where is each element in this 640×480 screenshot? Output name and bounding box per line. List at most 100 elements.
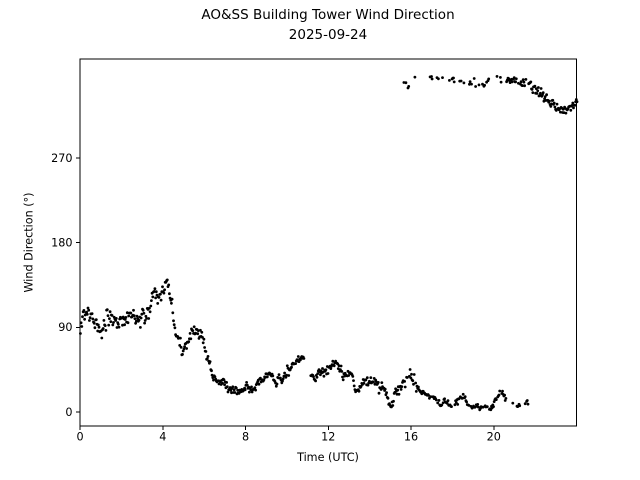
scatter-point <box>383 387 387 391</box>
scatter-point <box>171 311 175 315</box>
scatter-point <box>81 315 84 319</box>
scatter-point <box>199 328 202 332</box>
scatter-point <box>384 393 388 397</box>
scatter-point <box>573 103 577 107</box>
scatter-point <box>541 91 545 95</box>
scatter-point <box>483 83 486 87</box>
scatter-point <box>157 296 161 299</box>
scatter-point <box>380 381 384 384</box>
scatter-point <box>468 82 471 86</box>
scatter-point <box>85 310 88 314</box>
scatter-point <box>369 376 373 379</box>
scatter-point <box>396 388 400 392</box>
scatter-point <box>210 369 213 373</box>
scatter-point <box>514 80 517 84</box>
scatter-point <box>437 399 441 402</box>
chart-title: AO&SS Building Tower Wind Direction 2025… <box>8 5 640 45</box>
scatter-point <box>204 350 208 353</box>
x-tick-label: 0 <box>76 431 83 444</box>
scatter-point <box>159 292 162 296</box>
scatter-point <box>179 345 183 349</box>
scatter-point <box>462 81 466 85</box>
scatter-point <box>283 371 286 375</box>
scatter-point <box>452 76 455 80</box>
scatter-point <box>161 285 164 289</box>
scatter-point <box>549 105 553 108</box>
scatter-point <box>250 390 254 394</box>
scatter-point <box>79 332 82 335</box>
scatter-point <box>351 375 355 378</box>
scatter-point <box>539 87 543 90</box>
scatter-point <box>403 385 407 389</box>
scatter-point <box>485 405 489 409</box>
scatter-point <box>572 106 575 110</box>
scatter-point <box>503 393 506 397</box>
scatter-point <box>575 100 579 104</box>
scatter-point <box>140 312 144 316</box>
scatter-point <box>233 391 237 394</box>
scatter-point <box>559 110 562 114</box>
scatter-point <box>170 301 173 305</box>
scatter-point <box>201 341 205 345</box>
y-tick-label: 180 <box>51 237 72 250</box>
scatter-point <box>463 395 467 399</box>
scatter-point <box>499 80 503 84</box>
scatter-point <box>436 401 440 405</box>
scatter-point <box>413 75 417 79</box>
scatter-point <box>222 378 226 382</box>
scatter-point <box>481 82 484 86</box>
scatter-point <box>468 80 472 84</box>
scatter-point <box>83 317 86 321</box>
scatter-point <box>412 373 416 376</box>
scatter-point <box>337 364 341 368</box>
scatter-point <box>408 368 412 371</box>
scatter-point <box>414 390 418 393</box>
scatter-point <box>407 85 411 88</box>
scatter-point <box>271 374 275 378</box>
scatter-point <box>533 84 537 88</box>
scatter-point <box>526 402 530 406</box>
scatter-point <box>111 323 115 327</box>
scatter-point <box>294 362 297 365</box>
scatter-point <box>405 376 409 379</box>
scatter-point <box>254 388 257 392</box>
scatter-point <box>217 382 221 386</box>
scatter-point <box>537 86 540 89</box>
x-tick-label: 16 <box>404 431 418 444</box>
scatter-point <box>243 388 247 392</box>
scatter-point <box>231 385 235 389</box>
scatter-point <box>523 84 526 88</box>
scatter-point <box>510 77 513 81</box>
scatter-point <box>249 388 253 392</box>
scatter-point <box>188 332 192 335</box>
scatter-point <box>394 387 397 391</box>
scatter-point <box>336 367 340 370</box>
x-tick-label: 20 <box>487 431 501 444</box>
scatter-point <box>250 385 253 389</box>
scatter-point <box>314 379 317 383</box>
scatter-point <box>112 321 115 324</box>
scatter-point <box>410 372 413 376</box>
scatter-point <box>476 403 480 406</box>
scatter-point <box>196 329 200 332</box>
scatter-point <box>221 381 224 385</box>
scatter-point <box>487 77 491 81</box>
scatter-point <box>181 353 184 356</box>
scatter-point <box>477 405 480 409</box>
scatter-point <box>141 308 145 312</box>
scatter-point <box>172 323 176 327</box>
scatter-point <box>148 310 152 314</box>
scatter-point <box>290 365 293 369</box>
scatter-point <box>125 311 129 315</box>
scatter-point <box>173 326 177 330</box>
scatter-point <box>143 319 147 322</box>
scatter-point <box>226 390 230 394</box>
scatter-point <box>192 325 196 329</box>
scatter-point <box>514 77 518 81</box>
scatter-point <box>212 378 215 382</box>
scatter-point <box>518 404 522 408</box>
scatter-point <box>245 381 249 384</box>
scatter-point <box>135 314 139 318</box>
scatter-point <box>187 340 191 344</box>
